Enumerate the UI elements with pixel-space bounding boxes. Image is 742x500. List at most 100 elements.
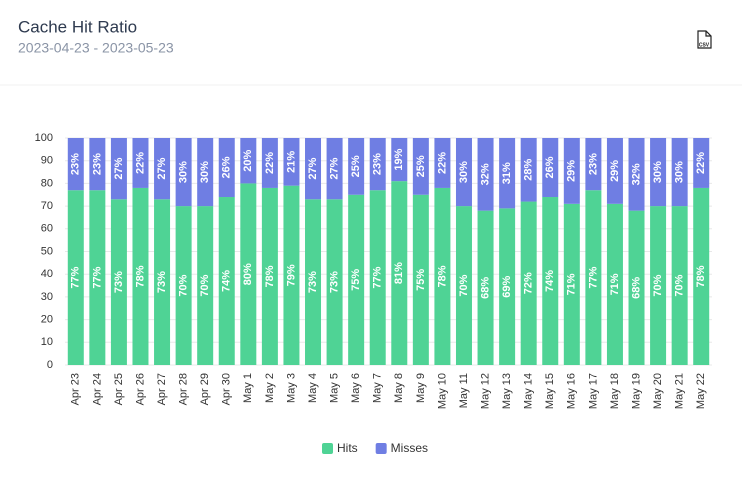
legend-label: Misses: [391, 441, 428, 455]
data-label: 21%: [285, 151, 297, 173]
bar-segment: [693, 187, 710, 365]
data-label: 73%: [156, 271, 168, 293]
data-label: 30%: [199, 161, 211, 183]
bar-segment: [369, 138, 386, 191]
x-tick-label: Apr 28: [178, 373, 190, 405]
x-tick-label: May 5: [328, 373, 340, 403]
x-tick-label: May 13: [501, 373, 513, 409]
x-tick-label: May 2: [264, 373, 276, 403]
data-label: 30%: [178, 161, 190, 183]
data-label: 30%: [458, 161, 470, 183]
y-tick-label: 40: [41, 268, 53, 280]
data-label: 19%: [393, 148, 405, 170]
bar-segment: [585, 138, 602, 191]
y-tick-label: 80: [41, 177, 53, 189]
bar-segment: [175, 138, 192, 207]
data-label: 30%: [674, 161, 686, 183]
bar-segment: [132, 187, 149, 365]
bar-segment: [261, 187, 278, 365]
data-label: 68%: [479, 277, 491, 299]
x-tick-label: Apr 23: [70, 373, 82, 405]
bar-segment: [499, 138, 516, 209]
bar-segment: [628, 138, 645, 211]
x-tick-label: May 17: [587, 373, 599, 409]
data-label: 78%: [264, 265, 276, 287]
bar-segment: [348, 194, 365, 365]
data-label: 22%: [134, 152, 146, 174]
chart-title: Cache Hit Ratio: [18, 17, 137, 36]
x-tick-label: May 7: [372, 373, 384, 403]
bar-segment: [305, 138, 322, 200]
x-tick-label: May 9: [415, 373, 427, 403]
bar-segment: [477, 210, 494, 365]
data-label: 73%: [328, 271, 340, 293]
data-label: 80%: [242, 263, 254, 285]
x-tick-label: May 20: [652, 373, 664, 409]
bar-segment: [326, 199, 343, 365]
bar-segment: [240, 183, 257, 365]
bar-segment: [520, 201, 537, 365]
bar-segment: [218, 138, 235, 198]
data-label: 23%: [372, 153, 384, 175]
x-tick-label: May 16: [566, 373, 578, 409]
data-label: 68%: [630, 277, 642, 299]
x-tick-label: Apr 29: [199, 373, 211, 405]
data-label: 29%: [566, 160, 578, 182]
y-tick-label: 30: [41, 291, 53, 303]
x-tick-label: May 10: [436, 373, 448, 409]
bar-segment: [154, 138, 171, 200]
bar-segment: [67, 138, 84, 191]
data-label: 69%: [501, 275, 513, 297]
legend-label: Hits: [337, 441, 358, 455]
data-label: 77%: [587, 266, 599, 288]
data-label: 79%: [285, 264, 297, 286]
data-label: 26%: [544, 156, 556, 178]
bar-segment: [110, 138, 127, 200]
data-label: 22%: [436, 152, 448, 174]
data-label: 75%: [350, 269, 362, 291]
x-tick-label: May 15: [544, 373, 556, 409]
bar-segment: [434, 138, 451, 188]
bar-segment: [218, 197, 235, 365]
file-icon: [697, 30, 712, 49]
x-tick-label: May 22: [695, 373, 707, 409]
x-tick-label: Apr 30: [221, 373, 233, 405]
bar-segment: [110, 199, 127, 365]
x-tick-label: May 4: [307, 373, 319, 403]
bar-segment: [542, 138, 559, 198]
data-label: 78%: [134, 265, 146, 287]
bar-segment: [499, 208, 516, 365]
bar-segment: [650, 138, 667, 207]
bar-segment: [283, 138, 300, 186]
bar-segment: [650, 206, 667, 365]
data-label: 73%: [307, 271, 319, 293]
data-label: 22%: [695, 152, 707, 174]
csv-button[interactable]: CSV: [697, 30, 712, 49]
data-label: 71%: [609, 273, 621, 295]
data-label: 70%: [199, 274, 211, 296]
data-label: 78%: [695, 265, 707, 287]
csv-label: CSV: [699, 42, 710, 48]
bar-segment: [305, 199, 322, 365]
x-tick-label: Apr 27: [156, 373, 168, 405]
y-tick-label: 0: [47, 359, 53, 371]
data-label: 30%: [652, 161, 664, 183]
y-tick-label: 10: [41, 336, 53, 348]
x-tick-label: May 1: [242, 373, 254, 403]
bar-segment: [240, 138, 257, 184]
bar-segment: [391, 181, 408, 365]
bar-segment: [606, 203, 623, 365]
bar-segment: [369, 190, 386, 365]
y-tick-label: 100: [35, 132, 53, 144]
data-label: 25%: [350, 155, 362, 177]
x-tick-label: Apr 25: [113, 373, 125, 405]
data-label: 77%: [372, 266, 384, 288]
bar-segment: [455, 206, 472, 365]
data-label: 31%: [501, 162, 513, 184]
bar-segment: [671, 206, 688, 365]
data-label: 27%: [328, 157, 340, 179]
bar-segment: [197, 206, 214, 365]
bar-segment: [67, 190, 84, 365]
y-tick-label: 90: [41, 155, 53, 167]
